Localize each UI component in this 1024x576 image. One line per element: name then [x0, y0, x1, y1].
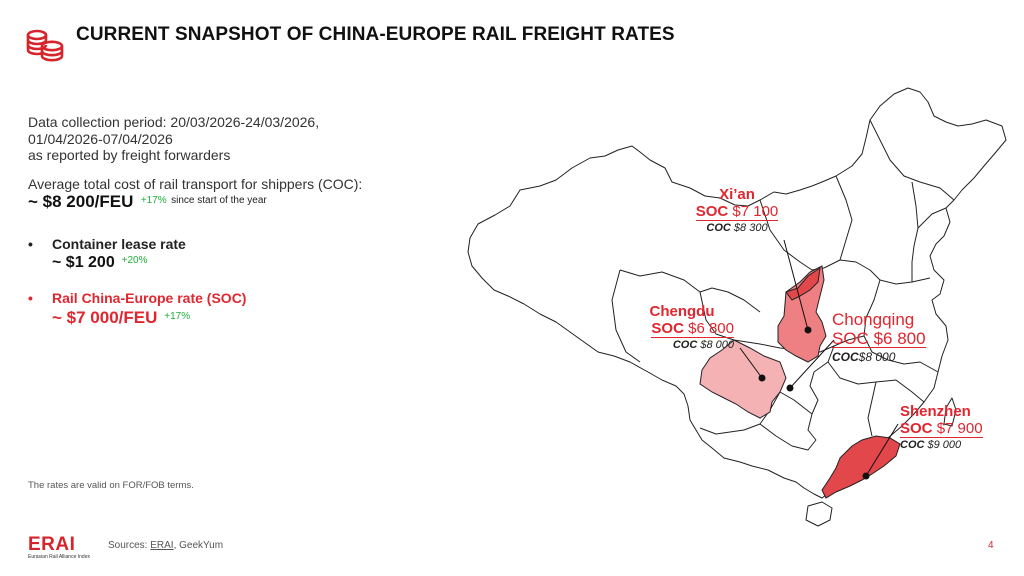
xian-leader-line — [783, 239, 809, 331]
xian-marker — [804, 326, 812, 334]
chongqing-label: Chongqing SOC $6 800 COC$8 000 — [832, 310, 926, 364]
bullet-change: +20% — [121, 255, 148, 266]
province-border — [827, 335, 865, 363]
coc-value: $8 000 — [858, 350, 896, 364]
sources-rest: , GeekYum — [173, 540, 224, 551]
shenzhen-marker — [862, 472, 870, 480]
shaanxi-region — [777, 265, 827, 363]
chongqing-marker — [786, 384, 794, 392]
soc-value: $7 900 — [936, 420, 983, 437]
sources-prefix: Sources: — [108, 540, 148, 551]
bullet-label: Rail China-Europe rate (SOC) — [52, 290, 247, 306]
province-border — [611, 269, 641, 363]
china-outline — [467, 87, 1007, 499]
bullet-dot: • — [28, 290, 33, 306]
bullet-change: +17% — [164, 311, 191, 322]
chengdu-marker — [758, 374, 766, 382]
erai-logo: ERAI Eurasian Rail Alliance Index — [28, 534, 94, 560]
bullet-rail-rate: • Rail China-Europe rate (SOC) ~ $7 000/F… — [28, 290, 246, 328]
bullet-value: ~ $1 200 — [52, 254, 115, 271]
coc-label: COC — [672, 339, 698, 351]
soc-rate: SOC $7 100 — [695, 203, 779, 221]
coc-label: COC — [832, 350, 859, 364]
logo-subtitle: Eurasian Rail Alliance Index — [28, 554, 90, 560]
average-cost-change: +17% — [140, 195, 167, 206]
soc-label: SOC — [695, 203, 729, 220]
soc-value: $7 100 — [732, 203, 779, 220]
period-line-3: as reported by freight forwarders — [28, 147, 231, 163]
average-cost-value: ~ $8 200/FEU — [28, 192, 134, 211]
coc-rate: COC$8 000 — [832, 350, 926, 364]
data-collection-period: Data collection period: 20/03/2026-24/03… — [28, 114, 408, 164]
xian-label: Xi’an SOC $7 100 COC $8 300 — [686, 186, 788, 234]
bullet-label: Container lease rate — [52, 236, 186, 252]
province-border — [823, 259, 931, 285]
taiwan-island — [943, 397, 957, 427]
chengdu-leader-line — [739, 347, 763, 379]
bullet-value: ~ $7 000/FEU — [52, 308, 158, 327]
province-border — [911, 181, 919, 282]
period-line-2: 01/04/2026-07/04/2026 — [28, 130, 173, 147]
erai-source-link[interactable]: ERAI — [150, 540, 174, 551]
bullet-container-lease: • Container lease rate ~ $1 200 +20% — [28, 236, 186, 272]
shenzhen-label: Shenzhen SOC $7 900 COC $9 000 — [900, 403, 983, 451]
sources: Sources: ERAI, GeekYum — [108, 540, 223, 551]
period-line-1: Data collection period: 20/03/2026-24/03… — [28, 114, 320, 130]
province-border — [835, 175, 853, 261]
coc-label: COC — [900, 439, 925, 451]
coc-value: $8 300 — [733, 222, 768, 234]
page-number: 4 — [988, 540, 994, 551]
average-cost-label: Average total cost of rail transport for… — [28, 176, 363, 192]
coc-rate: COC $8 300 — [686, 222, 788, 234]
logo-word: ERAI — [28, 534, 76, 555]
province-border — [779, 391, 813, 415]
soc-value: $6 800 — [688, 320, 734, 337]
sichuan-region — [699, 339, 787, 419]
province-border — [807, 361, 829, 441]
soc-label: SOC — [900, 420, 933, 437]
page-title: CURRENT SNAPSHOT OF CHINA-EUROPE RAIL FR… — [76, 24, 675, 45]
coc-value: $8 000 — [700, 339, 734, 351]
soc-rate: SOC $6 800 — [832, 330, 926, 348]
chengdu-label: Chengdu SOC $6 800 COC $8 000 — [630, 303, 734, 351]
hainan-island — [805, 501, 833, 527]
coc-rate: COC $9 000 — [900, 439, 983, 451]
city-name: Xi’an — [719, 186, 755, 203]
soc-rate: SOC $7 900 — [900, 420, 983, 438]
province-border — [917, 207, 947, 229]
soc-label: SOC — [832, 329, 869, 348]
terms-note: The rates are valid on FOR/FOB terms. — [28, 480, 194, 491]
coc-rate: COC $8 000 — [630, 339, 734, 351]
province-border — [867, 381, 877, 437]
city-name: Chongqing — [832, 310, 915, 329]
soc-value: $6 800 — [873, 329, 926, 348]
chongqing-leader-line — [789, 339, 835, 389]
city-name: Shenzhen — [900, 403, 971, 420]
guangdong-region — [821, 435, 901, 499]
china-map — [467, 87, 1007, 527]
shenzhen-leader-line — [865, 423, 899, 477]
soc-label: SOC — [651, 320, 684, 337]
average-cost: ~ $8 200/FEU +17% since start of the yea… — [28, 192, 267, 212]
city-name: Chengdu — [649, 303, 715, 320]
coins-icon — [26, 29, 64, 62]
province-border — [869, 119, 955, 201]
average-cost-change-note: since start of the year — [171, 195, 267, 206]
shaanxi-north-region — [785, 266, 821, 301]
coc-value: $9 000 — [927, 439, 962, 451]
province-border — [759, 423, 817, 451]
province-border — [863, 279, 939, 373]
soc-rate: SOC $6 800 — [651, 320, 734, 338]
bullet-dot: • — [28, 236, 33, 252]
coc-label: COC — [706, 222, 731, 234]
